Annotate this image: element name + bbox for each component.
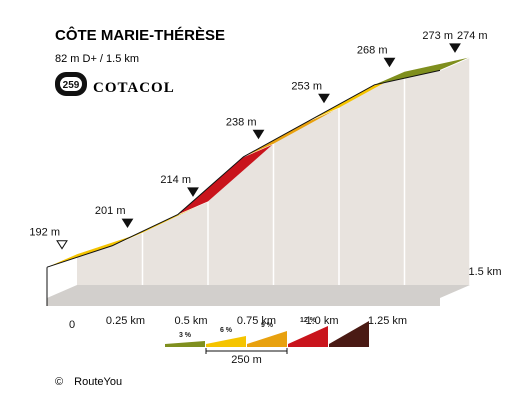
altitude-label: 201 m: [95, 205, 126, 217]
altitude-label: 253 m: [291, 80, 322, 92]
cotacol-badge: 259 COTACOL: [55, 72, 175, 96]
altitude-label: 192 m: [29, 227, 60, 239]
copyright-credit: © RouteYou: [55, 376, 122, 388]
x-tick-label: 1.5 km: [468, 266, 501, 278]
cotacol-logo-inner: [60, 77, 82, 91]
altitude-label: 238 m: [226, 116, 257, 128]
profile-segment: [309, 71, 405, 121]
segment-edge: [439, 56, 471, 71]
profile-segment: [374, 57, 470, 85]
altitude-marker-icon: [383, 57, 396, 68]
altitude-marker-icon: [121, 218, 134, 229]
profile-segment: [47, 232, 143, 268]
profile-base-front: [47, 298, 440, 306]
profile-layer: 192 m 201 m 214 m 238 m 253 m 268 m 274 m 273 m…: [29, 30, 501, 331]
legend-label: 9 %: [261, 322, 274, 329]
x-tick-label: 0.25 km: [106, 315, 145, 327]
altitude-label: 274 m: [457, 30, 488, 42]
credit-text: RouteYou: [74, 376, 122, 388]
x-tick-label: 0.5 km: [174, 315, 207, 327]
slope-legend: 3 % 6 % 9 % 12 % 250 m: [165, 317, 369, 366]
x-tick-label: 0.75 km: [237, 315, 276, 327]
climb-subtitle: 82 m D+ / 1.5 km: [55, 53, 139, 65]
copyright-symbol: ©: [55, 376, 63, 388]
summit-extra-label: 273 m: [422, 30, 453, 42]
altitude-label: 214 m: [160, 174, 191, 186]
legend-swatch: [288, 326, 328, 347]
x-tick-label: 1.0 km: [305, 315, 338, 327]
cotacol-brand: COTACOL: [93, 80, 175, 96]
x-tick-label: 0: [69, 319, 75, 331]
altitude-marker-icon: [449, 43, 461, 53]
cotacol-number: 259: [63, 80, 80, 91]
profile-segment: [178, 143, 274, 215]
legend-swatch: [247, 331, 287, 347]
legend-swatch: [206, 336, 246, 347]
legend-label: 6 %: [220, 327, 233, 334]
altitude-marker-icon: [318, 93, 330, 104]
x-tick-label: 1.25 km: [368, 315, 407, 327]
climb-title: CÔTE MARIE-THÉRÈSE: [55, 26, 225, 44]
profile-front-edge: [46, 69, 441, 268]
profile-segment: [243, 107, 339, 157]
legend-label: 3 %: [179, 332, 192, 339]
altitude-marker-icon: [56, 240, 68, 250]
legend-swatch: [329, 321, 369, 347]
altitude-marker-icon: [252, 129, 265, 140]
legend-distance-label: 250 m: [231, 354, 262, 366]
altitude-label: 268 m: [357, 44, 388, 56]
legend-swatch: [165, 341, 205, 347]
legend-label: 12 %: [300, 317, 317, 324]
profile-base-top: [47, 285, 470, 298]
altitude-marker-icon: [187, 187, 199, 197]
